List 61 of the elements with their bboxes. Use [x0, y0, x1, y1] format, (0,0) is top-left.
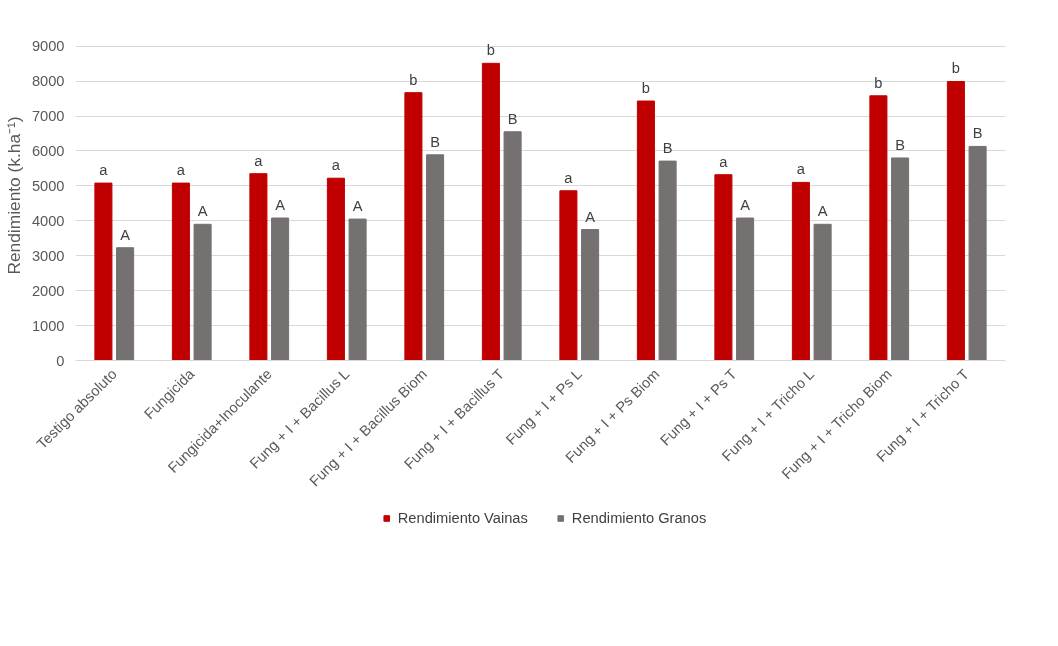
y-tick-label: 9000 [31, 38, 65, 55]
bar [481, 62, 500, 361]
bar [426, 154, 445, 361]
y-tick-label: 5000 [31, 177, 65, 194]
y-tick-label: 3000 [31, 247, 65, 264]
bar [581, 229, 600, 361]
bar [736, 217, 755, 361]
data-label: a [176, 162, 186, 179]
data-label: A [197, 203, 208, 220]
bar [348, 218, 367, 361]
bar [94, 182, 113, 361]
bar [714, 174, 733, 361]
bar [193, 223, 212, 361]
bar [869, 95, 888, 361]
data-label: B [507, 110, 518, 127]
bar [946, 80, 965, 361]
data-label: A [740, 197, 751, 214]
legend-label: Rendimiento Vainas [397, 510, 528, 526]
bar [636, 100, 655, 361]
y-tick-label: 4000 [31, 212, 65, 229]
bar [813, 223, 832, 361]
data-label: b [641, 80, 650, 97]
data-label: A [817, 203, 828, 220]
data-label: a [331, 157, 341, 174]
bar [968, 145, 987, 361]
data-label: B [895, 136, 905, 153]
legend-label: Rendimiento Granos [571, 510, 707, 526]
y-tick-label: 1000 [31, 317, 65, 334]
bar [116, 247, 135, 361]
bar [171, 182, 190, 361]
y-tick-label: 2000 [31, 282, 65, 299]
data-label: B [972, 125, 983, 142]
data-label: B [662, 140, 673, 157]
data-label: a [564, 169, 574, 186]
bar [249, 173, 268, 361]
data-label: b [874, 74, 883, 91]
y-tick-label: 8000 [31, 73, 65, 90]
data-label: A [585, 208, 596, 225]
y-tick-label: 7000 [31, 108, 65, 125]
data-label: a [796, 161, 806, 178]
bar [271, 217, 290, 361]
data-label: b [951, 60, 960, 77]
bar [404, 92, 423, 361]
data-label: A [275, 197, 286, 214]
y-axis-title: Rendimiento (k.ha⁻¹) [3, 116, 24, 275]
bar [559, 190, 578, 361]
data-label: B [430, 133, 440, 150]
data-label: A [352, 198, 363, 215]
data-label: a [719, 153, 729, 170]
data-label: a [99, 162, 109, 179]
y-tick-label: 6000 [31, 142, 65, 159]
bar [326, 177, 345, 361]
bar [791, 181, 810, 361]
data-label: A [120, 226, 131, 243]
bar [891, 157, 910, 361]
y-tick-label: 0 [56, 352, 65, 369]
bar [658, 160, 677, 361]
data-label: a [254, 152, 264, 169]
data-label: b [409, 71, 418, 88]
data-label: b [486, 42, 495, 59]
bar [503, 131, 522, 361]
